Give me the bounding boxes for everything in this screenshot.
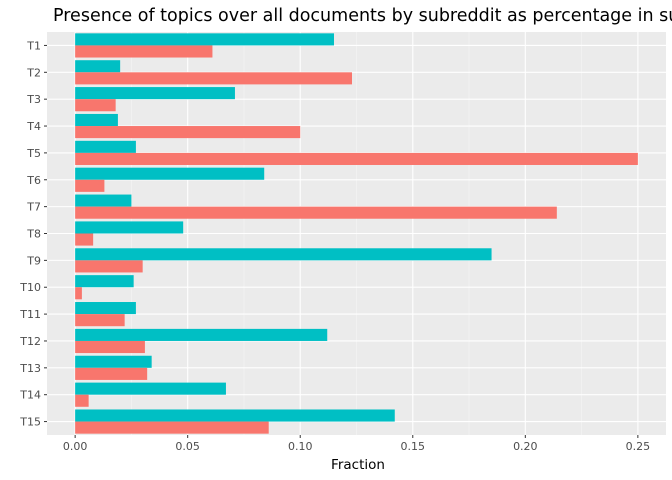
bar-t15-series-1 xyxy=(75,409,395,422)
x-tick-label: 0.20 xyxy=(513,440,538,453)
x-tick-label: 0.05 xyxy=(175,440,200,453)
bar-t8-series-1 xyxy=(75,221,184,234)
bar-t2-series-2 xyxy=(75,72,352,85)
x-axis-title: Fraction xyxy=(331,457,385,473)
bar-t15-series-2 xyxy=(75,421,269,434)
y-tick-label: T2 xyxy=(26,66,41,79)
x-tick-label: 0.15 xyxy=(401,440,426,453)
bar-t9-series-1 xyxy=(75,248,492,261)
bar-t13-series-2 xyxy=(75,367,148,380)
bar-t6-series-1 xyxy=(75,167,265,180)
bar-t10-series-2 xyxy=(75,287,82,300)
bar-t14-series-2 xyxy=(75,394,89,407)
bar-t7-series-1 xyxy=(75,194,132,207)
bar-t7-series-2 xyxy=(75,206,557,219)
bar-t11-series-2 xyxy=(75,314,125,327)
y-tick-label: T15 xyxy=(19,416,41,429)
bar-t12-series-2 xyxy=(75,340,145,354)
y-tick-label: T7 xyxy=(26,201,41,214)
bar-t12-series-1 xyxy=(75,328,328,341)
bar-t2-series-1 xyxy=(75,60,121,73)
y-tick-label: T11 xyxy=(19,308,41,321)
bar-t14-series-1 xyxy=(75,382,226,395)
bar-t8-series-2 xyxy=(75,233,94,246)
y-tick-label: T10 xyxy=(19,281,41,294)
y-tick-label: T14 xyxy=(19,389,41,402)
bar-t5-series-2 xyxy=(75,152,638,165)
bar-t6-series-2 xyxy=(75,179,105,192)
y-tick-label: T3 xyxy=(26,93,41,106)
bar-t5-series-1 xyxy=(75,140,136,153)
y-tick-label: T12 xyxy=(19,335,41,348)
bar-t10-series-1 xyxy=(75,275,134,288)
y-tick-label: T8 xyxy=(26,228,41,241)
major-gridlines xyxy=(47,32,666,435)
y-tick-label: T13 xyxy=(19,362,41,375)
x-axis: 0.00 0.05 0.10 0.15 0.20 0.25 xyxy=(63,435,650,453)
y-tick-label: T9 xyxy=(26,254,41,267)
bar-t11-series-1 xyxy=(75,302,136,315)
bar-t9-series-2 xyxy=(75,260,143,273)
y-axis: T1 T2 T3 T4 T5 T6 T7 T8 T9 T10 T11 T12 T13 T14 T15 xyxy=(19,39,47,429)
y-tick-label: T6 xyxy=(26,174,41,187)
bars xyxy=(75,33,638,434)
y-tick-label: T4 xyxy=(26,120,41,133)
x-tick-label: 0.00 xyxy=(63,440,88,453)
y-tick-label: T1 xyxy=(26,39,41,52)
chart-title: Presence of topics over all documents by… xyxy=(53,6,672,26)
bar-t1-series-1 xyxy=(75,33,334,46)
x-tick-label: 0.10 xyxy=(288,440,313,453)
bar-t3-series-2 xyxy=(75,99,116,112)
bar-t1-series-2 xyxy=(75,45,213,58)
x-tick-label: 0.25 xyxy=(626,440,651,453)
y-tick-label: T5 xyxy=(26,147,41,160)
bar-t3-series-1 xyxy=(75,87,235,100)
bar-t4-series-1 xyxy=(75,113,118,127)
bar-t13-series-1 xyxy=(75,355,152,368)
bar-t4-series-2 xyxy=(75,126,301,139)
